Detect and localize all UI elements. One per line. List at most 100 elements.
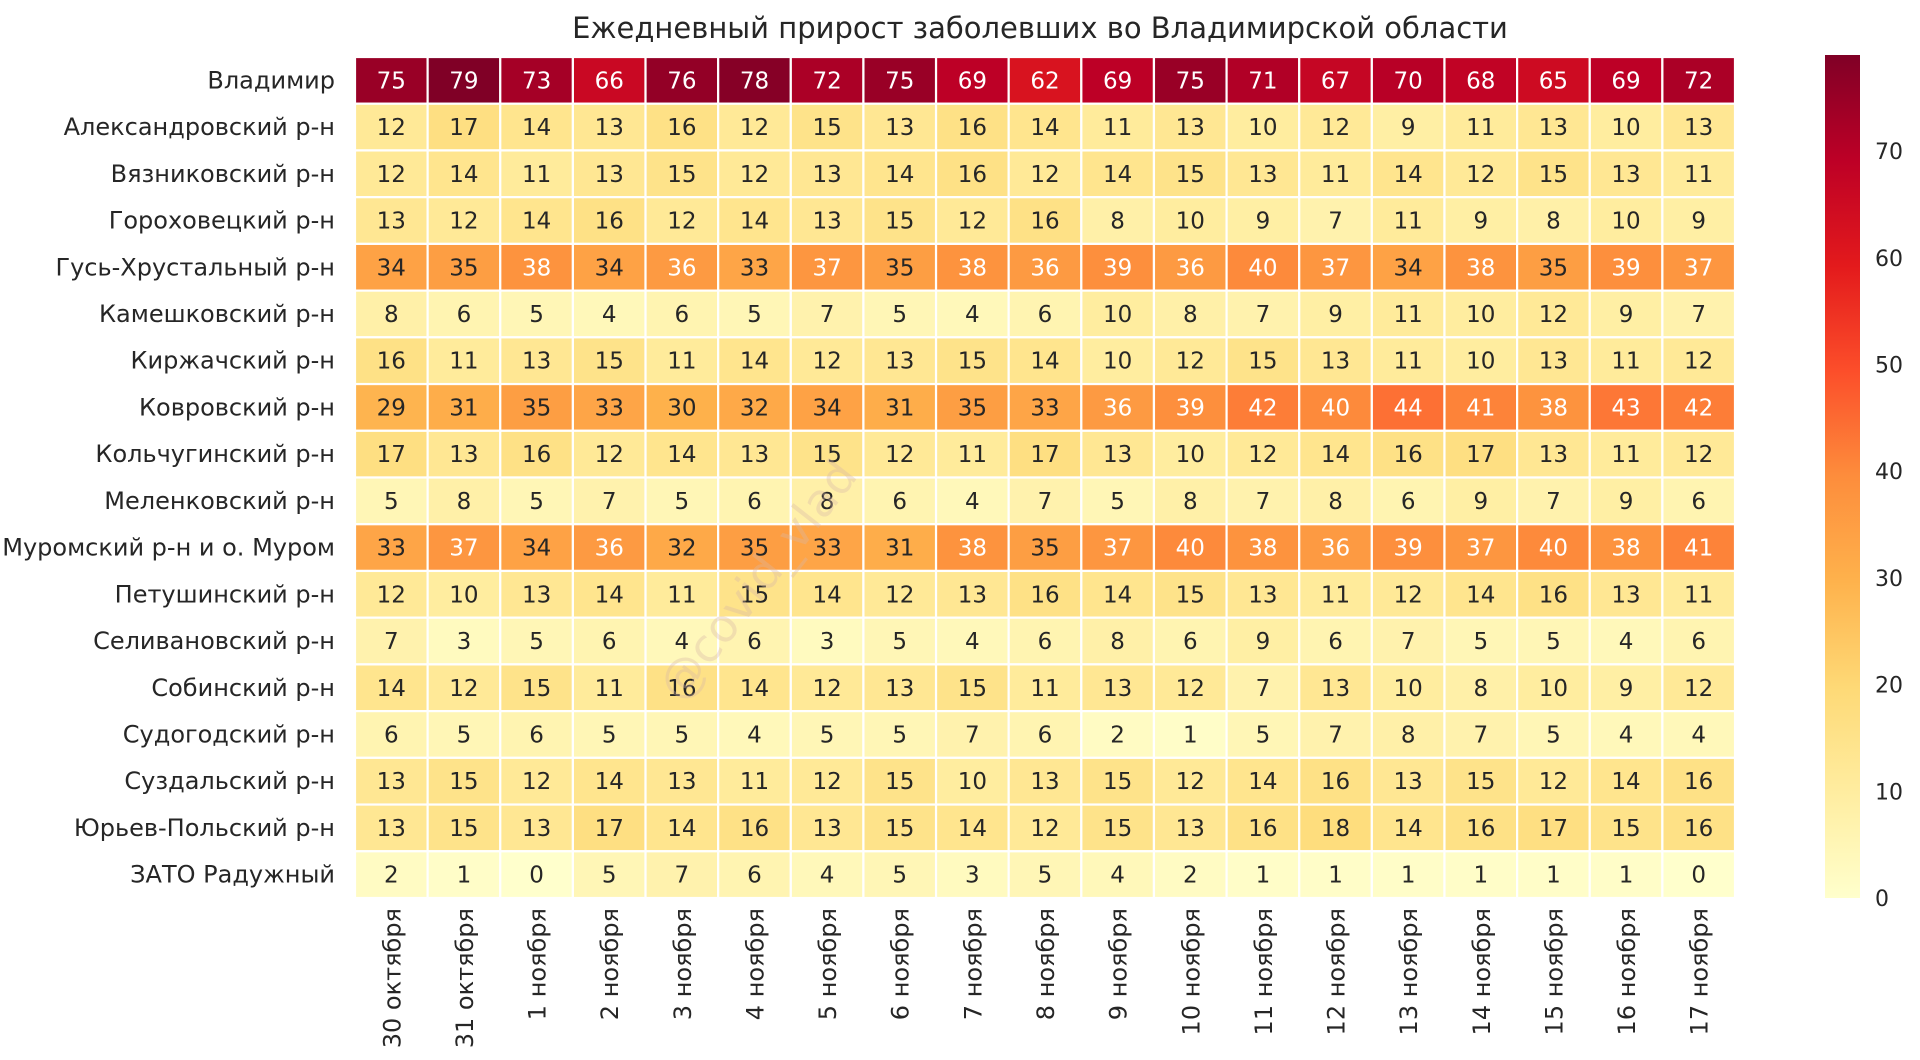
cell-value-label: 11	[1394, 349, 1423, 375]
row-labels: Владимир Александровский р-н Вязниковский …	[2, 66, 335, 888]
cell-value-label: 11	[1394, 302, 1423, 328]
heatmap-cell	[1370, 756, 1446, 806]
cell-value-label: 9	[1256, 209, 1271, 235]
heatmap-cell	[1443, 429, 1519, 479]
cell-value-label: 40	[1248, 255, 1277, 281]
cell-value-label: 72	[1684, 68, 1713, 94]
cell-value-label: 41	[1466, 395, 1495, 421]
cell-value-label: 34	[522, 536, 551, 562]
cell-value-label: 15	[885, 816, 914, 842]
cell-value-label: 10	[1248, 115, 1277, 141]
heatmap-cell	[1370, 569, 1446, 619]
cell-value-label: 7	[1691, 302, 1706, 328]
heatmap-cell	[426, 196, 502, 245]
cell-value-label: 14	[1394, 162, 1423, 188]
cell-value-label: 12	[1684, 349, 1713, 375]
cell-value-label: 36	[1030, 255, 1059, 281]
cell-value-label: 35	[958, 395, 987, 421]
heatmap-cell	[1370, 336, 1446, 386]
cell-value-label: 14	[1248, 769, 1277, 795]
heatmap-cell	[426, 102, 502, 152]
cell-value-label: 12	[449, 676, 478, 702]
cell-value-label: 38	[1611, 536, 1640, 562]
colorbar-tick-label: 20	[1875, 674, 1903, 699]
cell-value-label: 6	[1328, 629, 1343, 655]
cell-value-label: 4	[1619, 722, 1634, 748]
heatmap-cell	[1588, 476, 1664, 526]
cell-value-label: 8	[1110, 629, 1125, 655]
cell-value-label: 13	[595, 115, 624, 141]
row-label: Камешковский р-н	[99, 300, 335, 328]
cell-value-label: 35	[1539, 255, 1568, 281]
heatmap-cell	[934, 242, 1010, 292]
cell-value-label: 5	[1038, 863, 1053, 889]
cell-value-label: 3	[820, 629, 835, 655]
heatmap-cell	[1443, 55, 1519, 105]
cell-value-label: 5	[1473, 629, 1488, 655]
cell-value-label: 15	[1539, 162, 1568, 188]
cell-value-label: 35	[885, 255, 914, 281]
cell-value-label: 15	[740, 582, 769, 608]
heatmap-cell	[934, 476, 1010, 526]
cell-value-label: 16	[1321, 769, 1350, 795]
row-label: Киржачский р-н	[131, 347, 335, 375]
cell-value-label: 29	[377, 395, 406, 421]
cell-value-label: 1	[1183, 722, 1198, 748]
heatmap-cell	[717, 710, 792, 759]
heatmap-cell	[1370, 476, 1446, 526]
cell-value-label: 31	[885, 536, 914, 562]
heatmap-cell	[1443, 149, 1519, 199]
cell-value-label: 16	[522, 442, 551, 468]
cell-value-label: 12	[885, 442, 914, 468]
heatmap-cell	[1080, 803, 1156, 853]
heatmap-cell	[1225, 523, 1301, 573]
heatmap-cell	[862, 102, 938, 152]
heatmap-cell	[499, 102, 574, 152]
cell-value-label: 11	[1103, 115, 1132, 141]
cell-value-label: 10	[1539, 676, 1568, 702]
heatmap-cell	[353, 710, 429, 759]
heatmap-cell	[1152, 242, 1228, 292]
cell-value-label: 69	[1611, 68, 1640, 94]
cell-value-label: 39	[1394, 536, 1423, 562]
heatmap-cell	[1661, 289, 1737, 339]
row-label: Судогодский р-н	[123, 720, 335, 748]
cell-value-label: 10	[1103, 302, 1132, 328]
cell-value-label: 14	[522, 115, 551, 141]
cell-value-label: 31	[449, 395, 478, 421]
cell-value-label: 10	[1176, 442, 1205, 468]
cell-value-label: 13	[958, 582, 987, 608]
heatmap-cell	[1661, 663, 1737, 713]
column-label: 4 ноября	[741, 908, 769, 1020]
cell-value-label: 16	[1394, 442, 1423, 468]
cell-value-label: 6	[384, 722, 399, 748]
cell-value-label: 17	[595, 816, 624, 842]
heatmap-cell	[789, 523, 865, 573]
cell-value-label: 7	[1256, 676, 1271, 702]
cell-value-label: 14	[1030, 115, 1059, 141]
cell-value-label: 6	[675, 302, 690, 328]
heatmap-cell	[1298, 55, 1373, 105]
column-labels: 30 октября 31 октября 1 ноября 2 ноября 3 но…	[378, 908, 1713, 1048]
heatmap-cell	[426, 710, 502, 759]
cell-value-label: 44	[1394, 395, 1423, 421]
heatmap-cell	[1370, 242, 1446, 292]
cell-value-label: 8	[384, 302, 399, 328]
cell-value-label: 13	[377, 769, 406, 795]
heatmap-cell	[1298, 850, 1373, 900]
cell-value-label: 35	[449, 255, 478, 281]
cell-value-label: 10	[1611, 115, 1640, 141]
heatmap-cell	[934, 663, 1010, 713]
cell-value-label: 14	[595, 582, 624, 608]
cell-value-label: 11	[740, 769, 769, 795]
cell-value-label: 7	[384, 629, 399, 655]
cell-value-label: 1	[1619, 863, 1634, 889]
heatmap-cell	[1588, 196, 1664, 245]
heatmap-cell	[1588, 149, 1664, 199]
cell-value-label: 15	[812, 115, 841, 141]
heatmap-cell	[1661, 523, 1737, 573]
cell-value-label: 32	[740, 395, 769, 421]
heatmap-cell	[1443, 476, 1519, 526]
heatmap-cell	[353, 102, 429, 152]
chart-title: Ежедневный прирост заболевших во Владими…	[572, 11, 1508, 45]
